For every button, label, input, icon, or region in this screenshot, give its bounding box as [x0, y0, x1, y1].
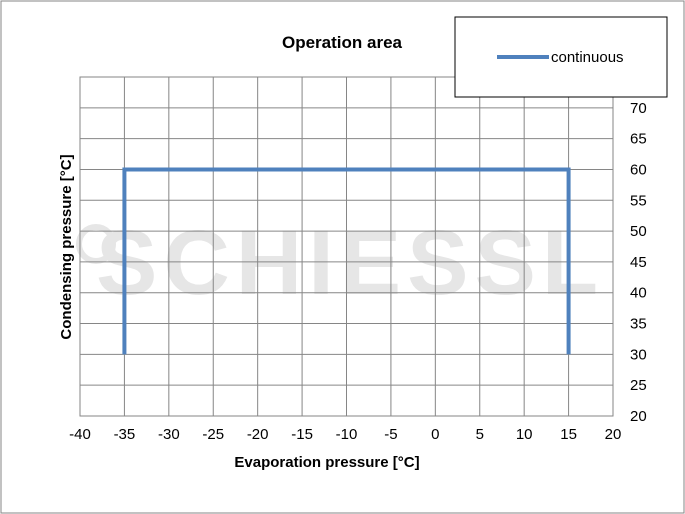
- x-tick-label: -10: [336, 426, 358, 443]
- x-tick-label: 0: [431, 426, 439, 443]
- legend-entry: continuous: [551, 49, 624, 66]
- x-tick-label: -40: [69, 426, 91, 443]
- x-tick-label: -20: [247, 426, 269, 443]
- x-tick-label: -35: [114, 426, 136, 443]
- watermark: SCHIESSL: [76, 212, 604, 314]
- x-tick-label: 10: [516, 426, 533, 443]
- x-tick-label: 5: [476, 426, 484, 443]
- watermark-text: SCHIESSL: [96, 212, 604, 314]
- y-tick-label: 55: [630, 192, 647, 209]
- y-tick-label: 60: [630, 161, 647, 178]
- series-layer: [122, 167, 571, 355]
- legend-box: [454, 16, 668, 98]
- x-tick-label: -5: [384, 426, 397, 443]
- series-line-continuous: [122, 167, 571, 355]
- y-axis-label: Condensing pressure [°C]: [58, 154, 75, 339]
- y-tick-label: 65: [630, 131, 647, 148]
- y-tick-label: 20: [630, 408, 647, 425]
- x-tick-label: 15: [560, 426, 577, 443]
- x-tick-label: -30: [158, 426, 180, 443]
- chart-title: Operation area: [282, 33, 403, 52]
- y-tick-label: 70: [630, 100, 647, 117]
- y-tick-label: 30: [630, 346, 647, 363]
- x-tick-label: -15: [291, 426, 313, 443]
- x-tick-label: 20: [605, 426, 622, 443]
- watermark-logo-icon: [76, 224, 116, 264]
- y-tick-label: 25: [630, 377, 647, 394]
- y-tick-label: 35: [630, 316, 647, 333]
- y-tick-label: 45: [630, 254, 647, 271]
- y-tick-label: 50: [630, 223, 647, 240]
- y-tick-label: 40: [630, 285, 647, 302]
- legend: continuous: [454, 16, 668, 98]
- x-tick-label: -25: [202, 426, 224, 443]
- tick-labels: -40 -35 -30 -25 -20 -15 -10 -5 0 5 10 15 20 20 25 30 35 4…: [69, 100, 647, 443]
- x-axis-label: Evaporation pressure [°C]: [234, 454, 419, 471]
